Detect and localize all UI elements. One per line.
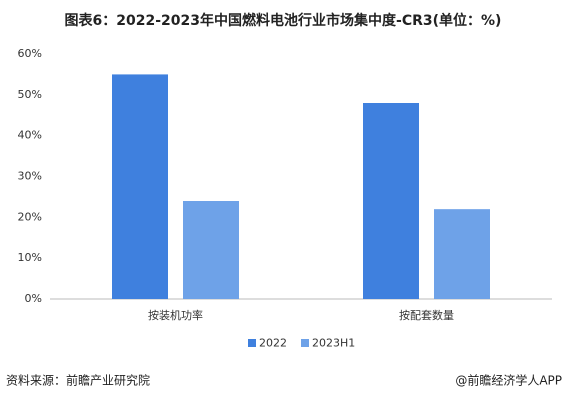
x-tick-label: 按装机功率: [148, 308, 203, 322]
legend-swatch: [248, 339, 256, 347]
y-tick-label: 10%: [18, 251, 42, 264]
bar: [112, 74, 168, 300]
legend-swatch: [301, 339, 309, 347]
legend-label: 2023H1: [312, 337, 355, 350]
y-tick-label: 60%: [18, 47, 42, 60]
bar: [183, 201, 239, 299]
legend-label: 2022: [259, 337, 287, 350]
source: 资料来源：前瞻产业研究院: [6, 373, 150, 388]
bar: [363, 103, 419, 299]
x-tick-label: 按配套数量: [399, 308, 454, 322]
bar: [434, 209, 490, 299]
y-tick-label: 30%: [18, 170, 42, 183]
chart-title: 图表6：2022-2023年中国燃料电池行业市场集中度-CR3(单位：%): [65, 12, 502, 29]
y-tick-label: 50%: [18, 88, 42, 101]
y-tick-label: 40%: [18, 129, 42, 142]
y-tick-label: 20%: [18, 210, 42, 223]
credit: @前瞻经济学人APP: [455, 373, 562, 388]
y-tick-label: 0%: [25, 292, 42, 305]
